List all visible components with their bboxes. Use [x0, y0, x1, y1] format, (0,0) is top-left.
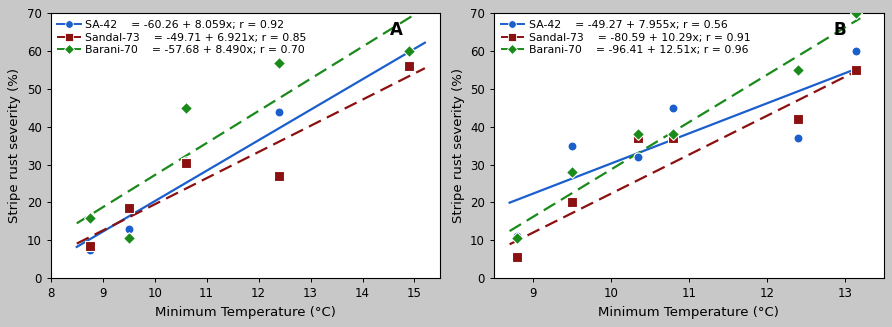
X-axis label: Minimum Temperature (°C): Minimum Temperature (°C) [155, 306, 336, 319]
X-axis label: Minimum Temperature (°C): Minimum Temperature (°C) [599, 306, 780, 319]
Y-axis label: Stripe rust severity (%): Stripe rust severity (%) [8, 68, 21, 223]
Y-axis label: Stripe rust severity (%): Stripe rust severity (%) [451, 68, 465, 223]
Text: A: A [390, 21, 402, 39]
Text: B: B [833, 21, 846, 39]
Legend: SA-42    = -60.26 + 8.059x; r = 0.92, Sandal-73    = -49.71 + 6.921x; r = 0.85, : SA-42 = -60.26 + 8.059x; r = 0.92, Sanda… [54, 17, 310, 59]
Legend: SA-42    = -49.27 + 7.955x; r = 0.56, Sandal-73    = -80.59 + 10.29x; r = 0.91, : SA-42 = -49.27 + 7.955x; r = 0.56, Sanda… [497, 17, 754, 59]
